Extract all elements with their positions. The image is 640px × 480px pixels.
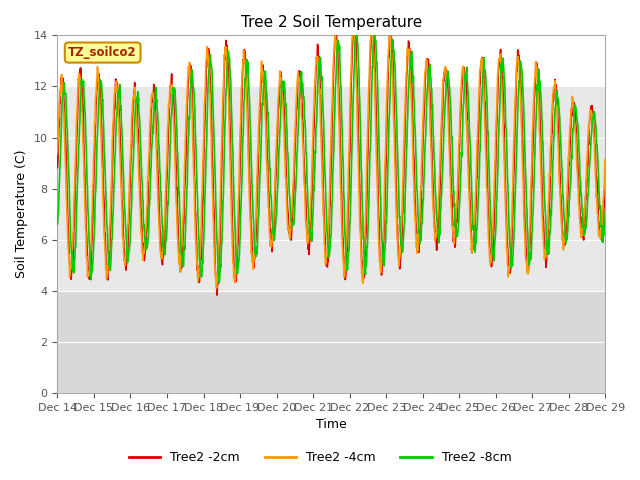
Tree2 -4cm — [602, 157, 609, 163]
Tree2 -8cm — [537, 95, 545, 100]
Tree2 -2cm — [602, 168, 609, 173]
Tree2 -4cm — [212, 285, 220, 291]
Tree2 -2cm — [162, 201, 170, 206]
Tree2 -4cm — [175, 261, 183, 267]
Tree2 -2cm — [175, 254, 183, 260]
Tree2 -8cm — [162, 233, 170, 239]
Tree2 -2cm — [213, 292, 221, 298]
Tree2 -4cm — [237, 106, 244, 112]
Tree2 -2cm — [417, 203, 425, 208]
Tree2 -2cm — [332, 18, 340, 24]
Title: Tree 2 Soil Temperature: Tree 2 Soil Temperature — [241, 15, 422, 30]
Line: Tree2 -8cm: Tree2 -8cm — [58, 32, 605, 283]
Bar — [58, 86, 605, 291]
Tree2 -2cm — [54, 165, 61, 170]
Text: TZ_soilco2: TZ_soilco2 — [68, 46, 137, 59]
Tree2 -8cm — [237, 204, 244, 210]
X-axis label: Time: Time — [316, 419, 347, 432]
Tree2 -4cm — [350, 21, 358, 27]
Tree2 -4cm — [162, 180, 170, 186]
Tree2 -4cm — [537, 174, 545, 180]
Tree2 -8cm — [602, 208, 609, 214]
Tree2 -4cm — [54, 151, 61, 156]
Tree2 -4cm — [489, 229, 497, 235]
Bar — [58, 36, 605, 86]
Legend: Tree2 -2cm, Tree2 -4cm, Tree2 -8cm: Tree2 -2cm, Tree2 -4cm, Tree2 -8cm — [124, 446, 516, 469]
Tree2 -8cm — [371, 29, 378, 35]
Tree2 -8cm — [216, 280, 223, 286]
Tree2 -4cm — [417, 187, 425, 193]
Line: Tree2 -4cm: Tree2 -4cm — [58, 24, 605, 288]
Tree2 -8cm — [417, 238, 425, 243]
Tree2 -2cm — [489, 250, 497, 256]
Bar — [58, 291, 605, 393]
Line: Tree2 -2cm: Tree2 -2cm — [58, 21, 605, 295]
Y-axis label: Soil Temperature (C): Soil Temperature (C) — [15, 150, 28, 278]
Tree2 -8cm — [175, 189, 183, 195]
Tree2 -8cm — [54, 221, 61, 227]
Tree2 -2cm — [237, 129, 244, 135]
Tree2 -2cm — [537, 154, 545, 160]
Tree2 -8cm — [489, 251, 497, 257]
